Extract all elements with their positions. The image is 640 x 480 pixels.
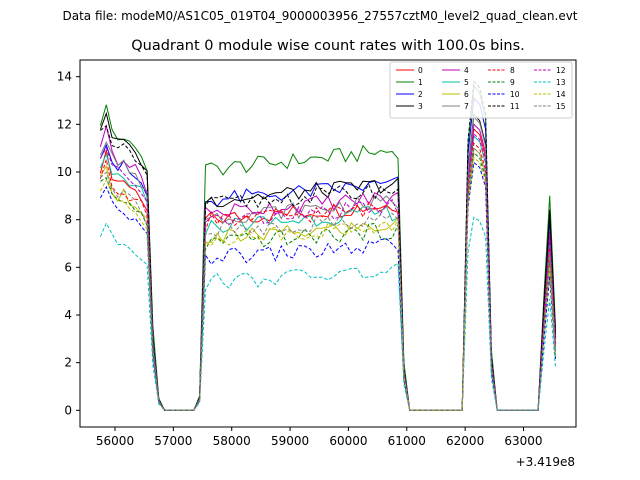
series-line-3 <box>99 111 557 411</box>
legend-label-14: 14 <box>556 90 566 99</box>
series-line-9 <box>100 151 557 411</box>
y-tick-label: 14 <box>57 70 72 84</box>
x-tick-label: 58000 <box>213 434 251 448</box>
y-tick-label: 6 <box>64 260 72 274</box>
legend-label-6: 6 <box>464 90 469 99</box>
legend-label-12: 12 <box>556 66 566 75</box>
legend-label-13: 13 <box>556 78 566 87</box>
legend-label-8: 8 <box>510 66 515 75</box>
legend-label-10: 10 <box>510 90 520 99</box>
x-tick-label: 60000 <box>329 434 367 448</box>
y-tick-label: 8 <box>64 213 72 227</box>
axes-frame <box>79 59 577 428</box>
y-tick-label: 0 <box>64 403 72 417</box>
legend-label-3: 3 <box>418 102 423 111</box>
legend-label-2: 2 <box>418 90 423 99</box>
x-tick-label: 62000 <box>446 434 484 448</box>
legend-label-4: 4 <box>464 66 469 75</box>
y-tick-label: 12 <box>57 117 72 131</box>
legend-label-0: 0 <box>418 66 423 75</box>
y-tick-label: 4 <box>64 308 72 322</box>
plot-area <box>99 80 557 411</box>
x-tick-label: 59000 <box>271 434 309 448</box>
legend-label-5: 5 <box>464 78 469 87</box>
data-file-label: Data file: modeM0/AS1C05_019T04_90000039… <box>62 9 577 23</box>
x-tick-label: 57000 <box>154 434 192 448</box>
y-tick-label: 2 <box>64 356 72 370</box>
legend-label-11: 11 <box>510 102 520 111</box>
legend-label-15: 15 <box>556 102 566 111</box>
x-offset-label: +3.419e8 <box>516 455 575 469</box>
legend-label-7: 7 <box>464 102 469 111</box>
x-tick-label: 56000 <box>96 434 134 448</box>
axes: 56000 57000 58000 59000 60000 61000 62000 63000… <box>57 59 577 448</box>
legend-label-9: 9 <box>510 78 515 87</box>
series-line-15 <box>100 147 557 411</box>
legend-box <box>389 61 573 119</box>
x-tick-label: 63000 <box>504 434 542 448</box>
chart-title: Quadrant 0 module wise count rates with … <box>131 38 525 54</box>
y-tick-label: 10 <box>57 165 72 179</box>
legend-label-1: 1 <box>418 78 423 87</box>
x-tick-label: 61000 <box>388 434 426 448</box>
